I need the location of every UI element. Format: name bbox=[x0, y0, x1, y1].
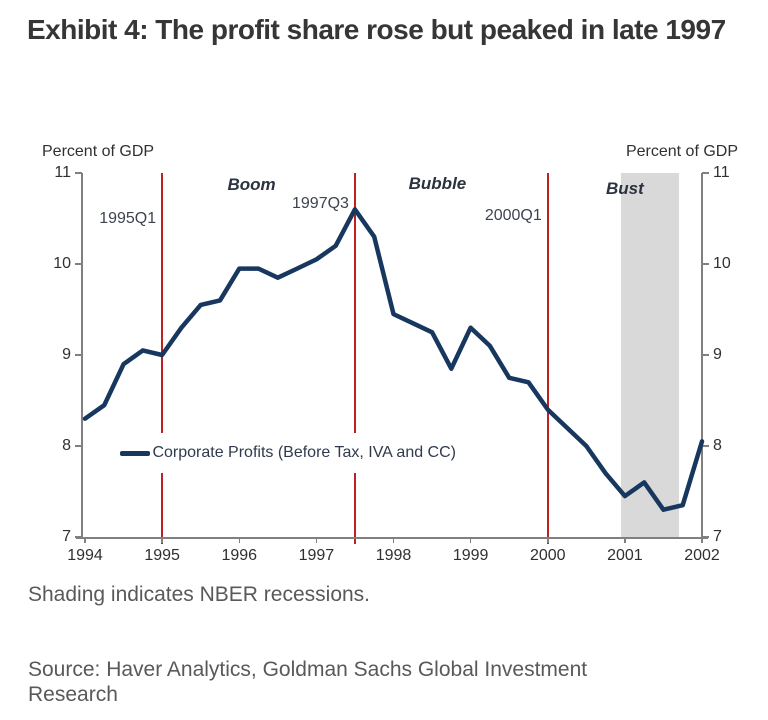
y-tick-left bbox=[75, 354, 82, 356]
y-tick-label-left: 8 bbox=[62, 437, 71, 454]
footnote: Shading indicates NBER recessions. bbox=[28, 583, 371, 606]
y-tick-label-left: 9 bbox=[62, 346, 71, 363]
recession-shading bbox=[621, 173, 679, 537]
y-tick-label-left: 7 bbox=[62, 528, 71, 545]
x-tick-label: 1997 bbox=[298, 547, 335, 564]
source-line: Source: Haver Analytics, Goldman Sachs G… bbox=[28, 658, 588, 706]
y-tick-label-left: 10 bbox=[53, 255, 71, 272]
y-tick-label-right: 10 bbox=[713, 255, 731, 272]
y-tick-right bbox=[702, 354, 709, 356]
x-tick-label: 2000 bbox=[529, 547, 566, 564]
y-axis-left bbox=[81, 173, 83, 537]
x-tick-label: 1998 bbox=[375, 547, 412, 564]
event-line bbox=[161, 173, 163, 544]
x-tick-label: 1995 bbox=[144, 547, 180, 564]
x-tick bbox=[84, 537, 86, 543]
y-axis-title-right: Percent of GDP bbox=[625, 143, 738, 160]
event-line bbox=[547, 173, 549, 544]
x-tick-label: 1994 bbox=[67, 547, 103, 564]
phase-label: Bubble bbox=[408, 173, 467, 193]
exhibit-title: Exhibit 4: The profit share rose but pea… bbox=[27, 14, 726, 45]
y-tick-left bbox=[75, 536, 82, 538]
y-tick-right bbox=[702, 536, 709, 538]
x-tick bbox=[315, 537, 318, 543]
x-tick bbox=[161, 537, 163, 543]
y-tick-label-right: 7 bbox=[713, 528, 722, 545]
y-axis-title-left: Percent of GDP bbox=[42, 143, 155, 160]
event-line-label: 1995Q1 bbox=[99, 209, 157, 227]
x-tick-label: 1996 bbox=[221, 547, 258, 564]
profit-share-chart: Percent of GDP Percent of GDP 1995Q1 1997… bbox=[0, 140, 768, 580]
y-tick-right bbox=[702, 172, 709, 174]
x-axis bbox=[76, 537, 708, 539]
x-tick bbox=[624, 537, 626, 543]
x-tick bbox=[547, 537, 549, 543]
x-tick bbox=[238, 537, 240, 543]
event-line bbox=[354, 173, 356, 544]
y-tick-left bbox=[75, 172, 82, 174]
y-tick-label-right: 9 bbox=[713, 346, 722, 363]
y-tick-left bbox=[75, 445, 82, 447]
phase-label: Bust bbox=[605, 179, 644, 199]
x-tick-label: 2001 bbox=[607, 547, 643, 564]
y-tick-label-right: 8 bbox=[713, 437, 722, 454]
x-tick bbox=[701, 537, 703, 543]
x-tick-label: 2002 bbox=[684, 547, 720, 564]
event-line-label: 1997Q3 bbox=[292, 194, 349, 212]
x-tick bbox=[469, 537, 472, 543]
y-tick-right bbox=[702, 445, 709, 447]
event-line-label: 2000Q1 bbox=[484, 206, 542, 224]
y-tick-right bbox=[702, 263, 709, 265]
legend-line-sample bbox=[120, 450, 151, 456]
x-tick bbox=[392, 537, 395, 543]
x-tick-label: 1999 bbox=[452, 547, 489, 564]
profit-series-line bbox=[82, 207, 705, 512]
legend-label: Corporate Profits (Before Tax, IVA and C… bbox=[152, 444, 456, 461]
y-tick-left bbox=[75, 263, 82, 265]
y-tick-label-right: 11 bbox=[713, 164, 730, 181]
phase-label: Boom bbox=[227, 174, 276, 194]
legend: Corporate Profits (Before Tax, IVA and C… bbox=[120, 433, 456, 473]
y-tick-label-left: 11 bbox=[54, 164, 71, 181]
